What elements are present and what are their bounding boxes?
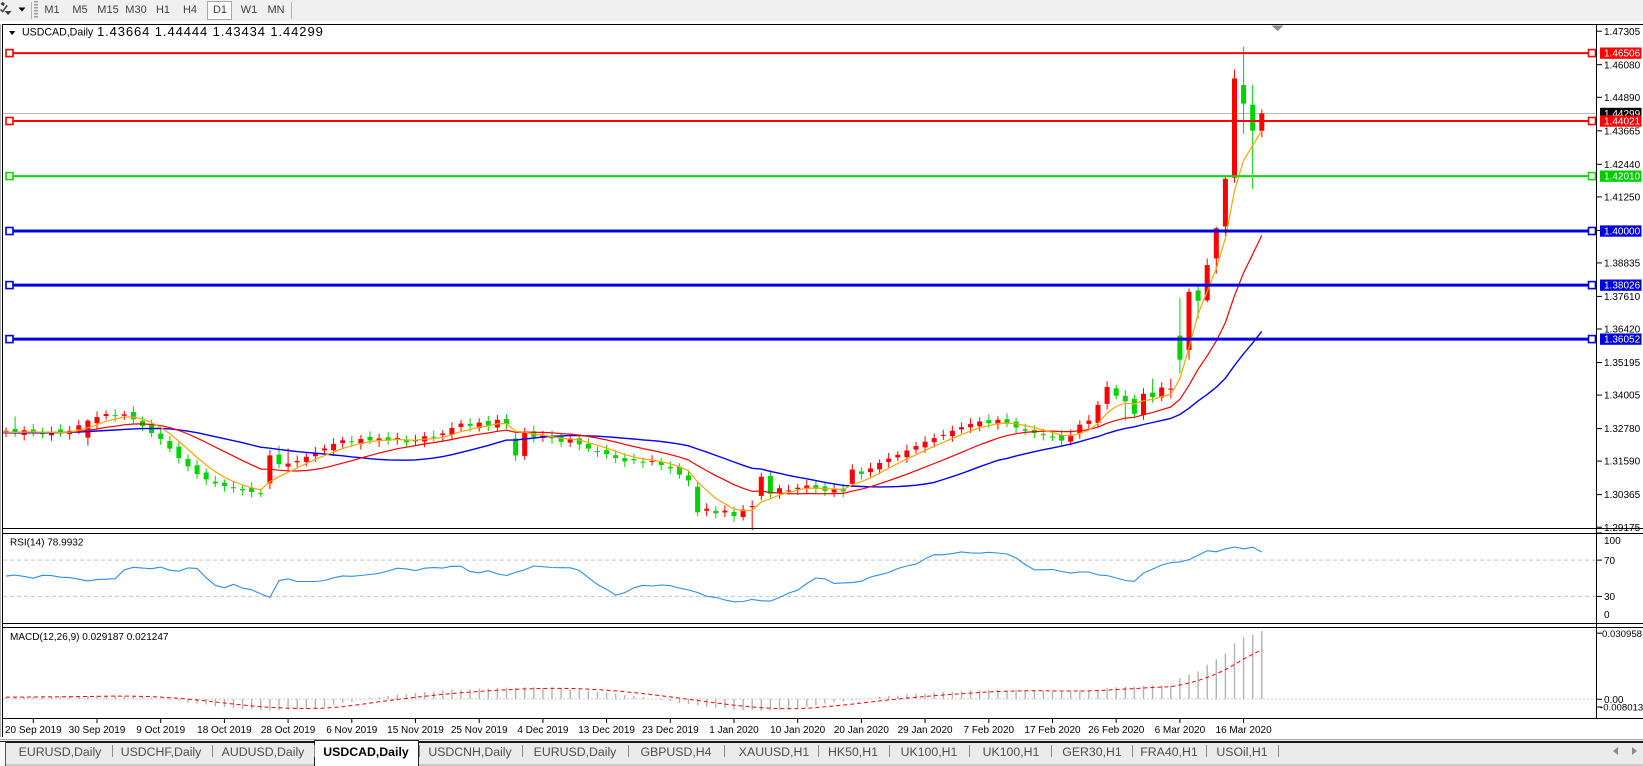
svg-text:1.43665: 1.43665 (1604, 126, 1641, 137)
svg-text:1.38026: 1.38026 (1604, 281, 1641, 292)
svg-text:70: 70 (1604, 556, 1616, 567)
svg-text:28 Oct 2019: 28 Oct 2019 (261, 725, 316, 736)
svg-text:23 Dec 2019: 23 Dec 2019 (642, 725, 699, 736)
svg-text:1.42440: 1.42440 (1604, 160, 1641, 171)
svg-text:9 Oct 2019: 9 Oct 2019 (136, 725, 185, 736)
svg-text:100: 100 (1604, 536, 1621, 547)
svg-text:1.43664 1.44444 1.43434 1.4429: 1.43664 1.44444 1.43434 1.44299 (97, 24, 324, 39)
svg-text:20 Sep 2019: 20 Sep 2019 (5, 725, 62, 736)
svg-text:29 Jan 2020: 29 Jan 2020 (898, 725, 953, 736)
svg-text:15 Nov 2019: 15 Nov 2019 (387, 725, 444, 736)
svg-text:1.42010: 1.42010 (1604, 172, 1641, 183)
svg-text:18 Oct 2019: 18 Oct 2019 (197, 725, 252, 736)
svg-text:1.38835: 1.38835 (1604, 259, 1641, 270)
svg-text:1.36420: 1.36420 (1604, 325, 1641, 336)
svg-text:RSI(14) 78.9932: RSI(14) 78.9932 (10, 537, 84, 548)
svg-text:1.37610: 1.37610 (1604, 292, 1641, 303)
svg-text:1.47305: 1.47305 (1604, 27, 1641, 38)
svg-text:13 Dec 2019: 13 Dec 2019 (578, 725, 635, 736)
svg-text:0.030958: 0.030958 (1602, 629, 1642, 640)
svg-text:1.36052: 1.36052 (1604, 335, 1641, 346)
svg-text:1.31590: 1.31590 (1604, 457, 1641, 468)
svg-text:16 Mar 2020: 16 Mar 2020 (1216, 725, 1273, 736)
svg-text:10 Jan 2020: 10 Jan 2020 (770, 725, 825, 736)
svg-text:30: 30 (1604, 592, 1616, 603)
svg-text:1.44299: 1.44299 (1604, 109, 1641, 120)
svg-text:6 Nov 2019: 6 Nov 2019 (326, 725, 378, 736)
svg-text:1.35195: 1.35195 (1604, 358, 1641, 369)
svg-text:-0.008013: -0.008013 (1600, 703, 1643, 714)
svg-text:30 Sep 2019: 30 Sep 2019 (69, 725, 126, 736)
svg-text:4 Dec 2019: 4 Dec 2019 (517, 725, 569, 736)
svg-text:1.30365: 1.30365 (1604, 490, 1641, 501)
svg-text:7 Feb 2020: 7 Feb 2020 (963, 725, 1014, 736)
svg-text:0: 0 (1604, 610, 1610, 621)
svg-text:1.41250: 1.41250 (1604, 193, 1641, 204)
svg-text:20 Jan 2020: 20 Jan 2020 (834, 725, 889, 736)
svg-text:26 Feb 2020: 26 Feb 2020 (1088, 725, 1145, 736)
svg-text:1.32780: 1.32780 (1604, 424, 1641, 435)
svg-text:1.44021: 1.44021 (1604, 117, 1641, 128)
svg-text:USDCAD,Daily: USDCAD,Daily (22, 27, 94, 39)
svg-text:1 Jan 2020: 1 Jan 2020 (709, 725, 759, 736)
svg-text:0.00: 0.00 (1604, 695, 1624, 706)
svg-text:17 Feb 2020: 17 Feb 2020 (1024, 725, 1081, 736)
svg-text:1.44890: 1.44890 (1604, 93, 1641, 104)
svg-text:1.46506: 1.46506 (1604, 49, 1641, 60)
svg-text:1.29175: 1.29175 (1604, 523, 1641, 534)
svg-text:1.34005: 1.34005 (1604, 391, 1641, 402)
svg-text:25 Nov 2019: 25 Nov 2019 (451, 725, 508, 736)
svg-text:MACD(12,26,9) 0.029187 0.02124: MACD(12,26,9) 0.029187 0.021247 (10, 632, 169, 643)
svg-text:6 Mar 2020: 6 Mar 2020 (1155, 725, 1206, 736)
svg-text:1.40000: 1.40000 (1604, 227, 1641, 238)
svg-text:1.46080: 1.46080 (1604, 60, 1641, 71)
